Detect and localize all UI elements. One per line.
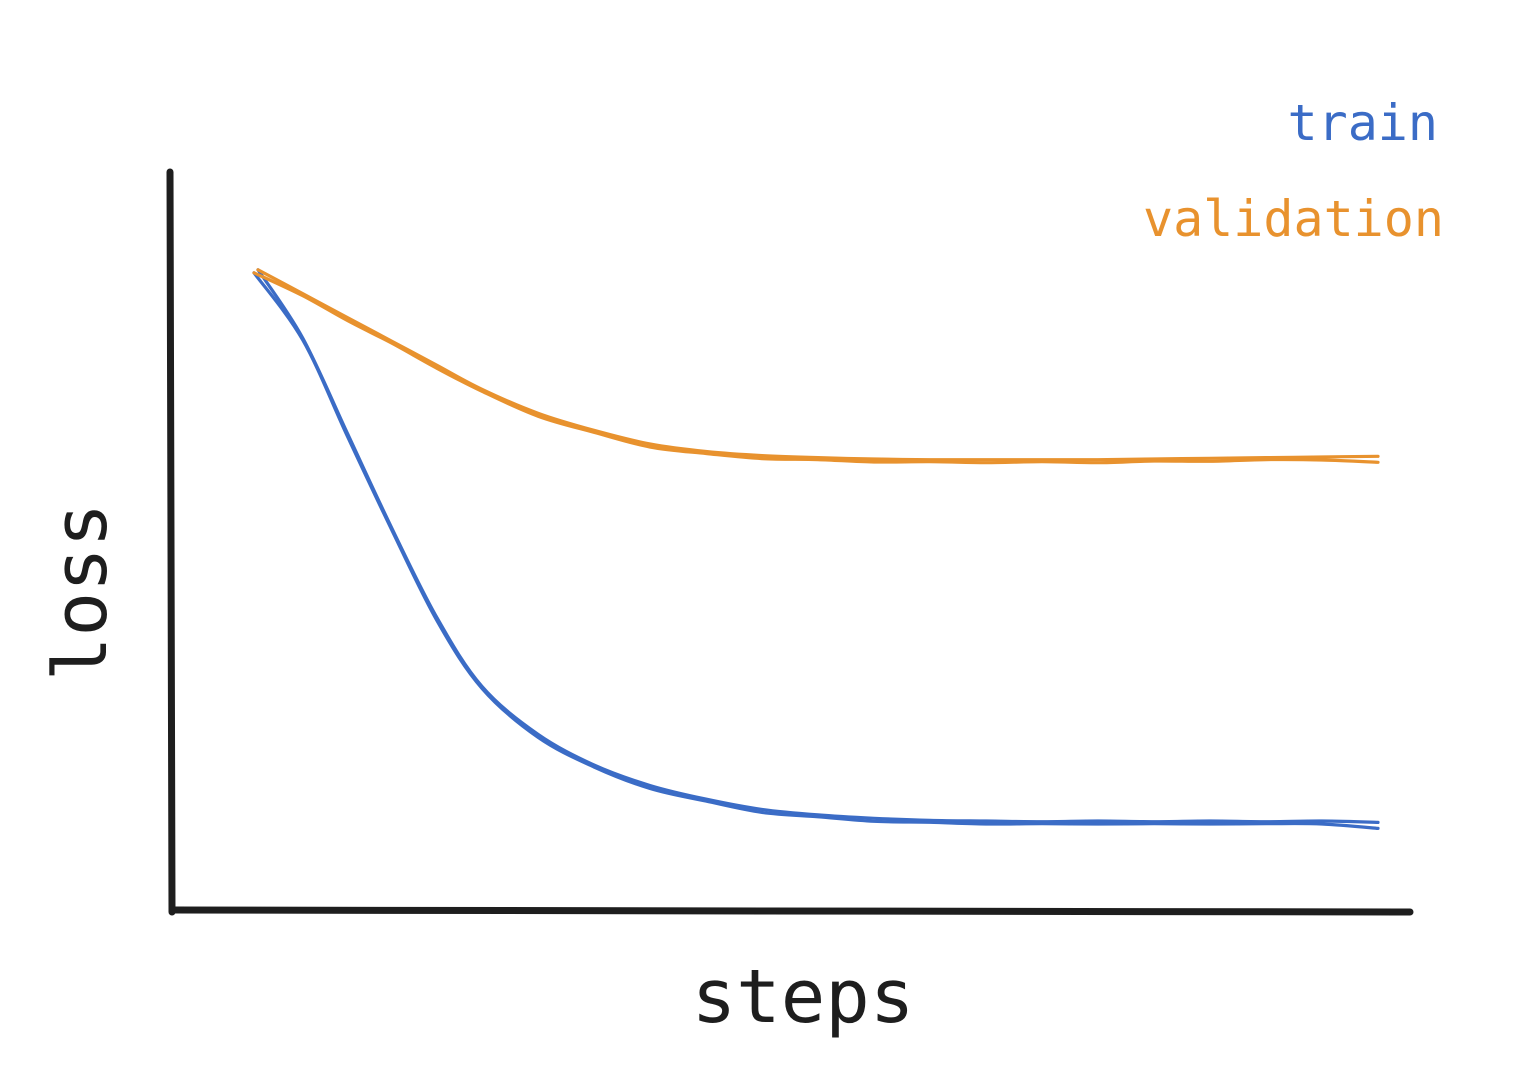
y-axis-line bbox=[166, 168, 176, 916]
axes bbox=[166, 168, 1414, 916]
series-line-validation bbox=[256, 268, 1380, 462]
legend: train validation bbox=[1143, 94, 1444, 248]
series-layer bbox=[252, 268, 1380, 830]
x-axis-line bbox=[168, 906, 1414, 916]
legend-entry-train: train bbox=[1287, 94, 1438, 152]
legend-entry-validation: validation bbox=[1143, 190, 1444, 248]
series-line-train bbox=[256, 268, 1380, 824]
series-line-validation-sketch bbox=[252, 271, 1380, 465]
x-axis-label: steps bbox=[692, 954, 915, 1040]
y-axis-label: loss bbox=[38, 503, 124, 681]
series-line-train-sketch bbox=[252, 271, 1380, 830]
